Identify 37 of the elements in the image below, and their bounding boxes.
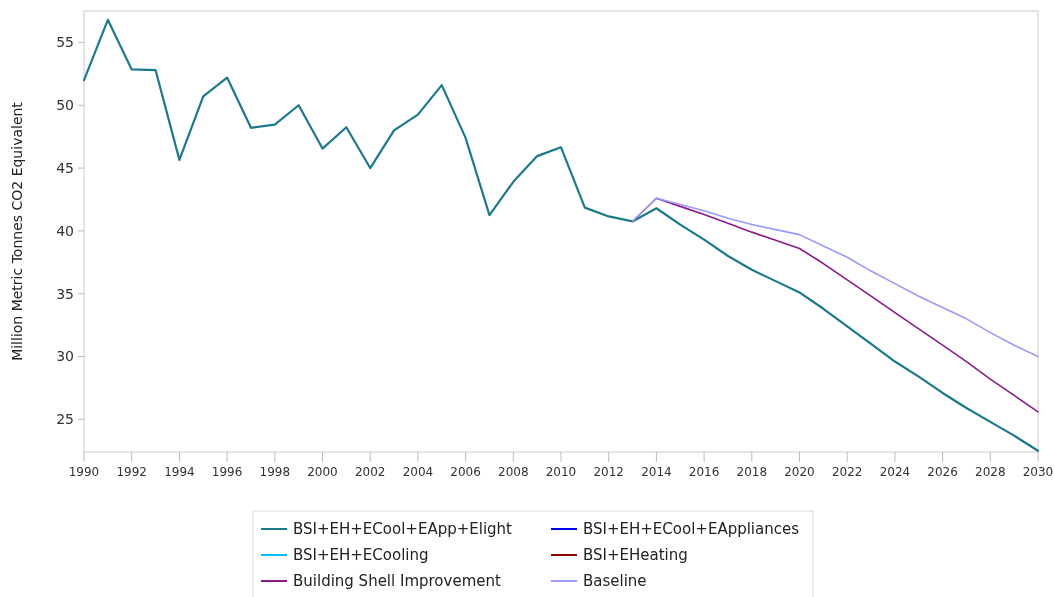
x-tick-label: 2012 <box>593 465 624 479</box>
x-tick-label: 2014 <box>641 465 672 479</box>
y-tick-label: 45 <box>56 159 74 176</box>
legend-label: Building Shell Improvement <box>293 572 501 591</box>
x-tick-label: 1992 <box>116 465 147 479</box>
legend-label: BSI+EH+ECool+EAppliances <box>583 520 800 539</box>
line-series <box>82 18 1040 452</box>
y-tick-label: 25 <box>56 411 74 428</box>
x-tick-label: 2004 <box>402 465 434 479</box>
y-tick-label: 30 <box>56 348 74 365</box>
x-tick-label: 2022 <box>831 465 863 479</box>
legend-label: BSI+EHeating <box>583 546 688 565</box>
y-axis-title: Million Metric Tonnes CO2 Equivalent <box>9 101 25 361</box>
legend-label: Baseline <box>583 572 647 591</box>
x-tick-label: 2024 <box>879 465 911 479</box>
y-tick-label: 40 <box>56 222 74 239</box>
x-tick-label: 2002 <box>354 465 386 479</box>
x-tick-label: 2018 <box>736 465 768 479</box>
y-tick-label: 55 <box>56 34 74 51</box>
y-tick-label: 35 <box>56 285 74 302</box>
x-tick-label: 1998 <box>259 465 291 479</box>
x-tick-label: 2006 <box>450 465 481 479</box>
y-tick-label: 50 <box>56 97 74 114</box>
legend-label: BSI+EH+ECool+EApp+Elight <box>293 520 513 539</box>
x-tick-label: 2010 <box>545 465 577 479</box>
x-tick-label: 2028 <box>975 465 1006 479</box>
x-tick-label: 1996 <box>211 465 243 479</box>
x-tick-label: 1990 <box>68 465 100 479</box>
x-tick-label: 2030 <box>1022 465 1054 479</box>
legend-label: BSI+EH+ECooling <box>293 546 429 565</box>
line-series <box>631 197 1039 358</box>
x-tick-label: 2008 <box>498 465 529 479</box>
x-tick-label: 1994 <box>164 465 195 479</box>
x-tick-label: 2016 <box>688 465 720 479</box>
x-tick-label: 2020 <box>784 465 815 479</box>
x-tick-label: 2026 <box>927 465 958 479</box>
x-tick-label: 2000 <box>307 465 338 479</box>
